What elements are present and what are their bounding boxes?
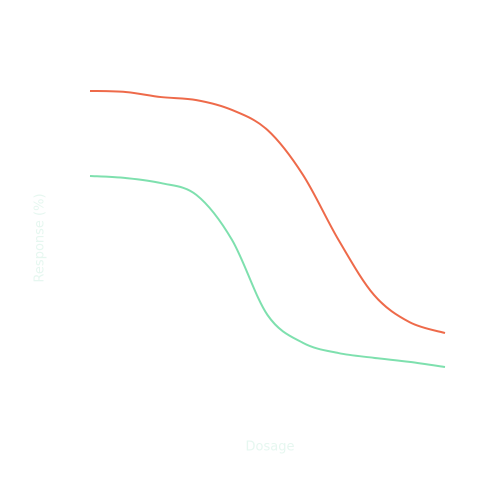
- x-axis-label: Dosage: [246, 440, 295, 455]
- line-series: [89, 174, 446, 369]
- y-axis-label: Response (%): [33, 193, 48, 282]
- line-series: [89, 89, 446, 334]
